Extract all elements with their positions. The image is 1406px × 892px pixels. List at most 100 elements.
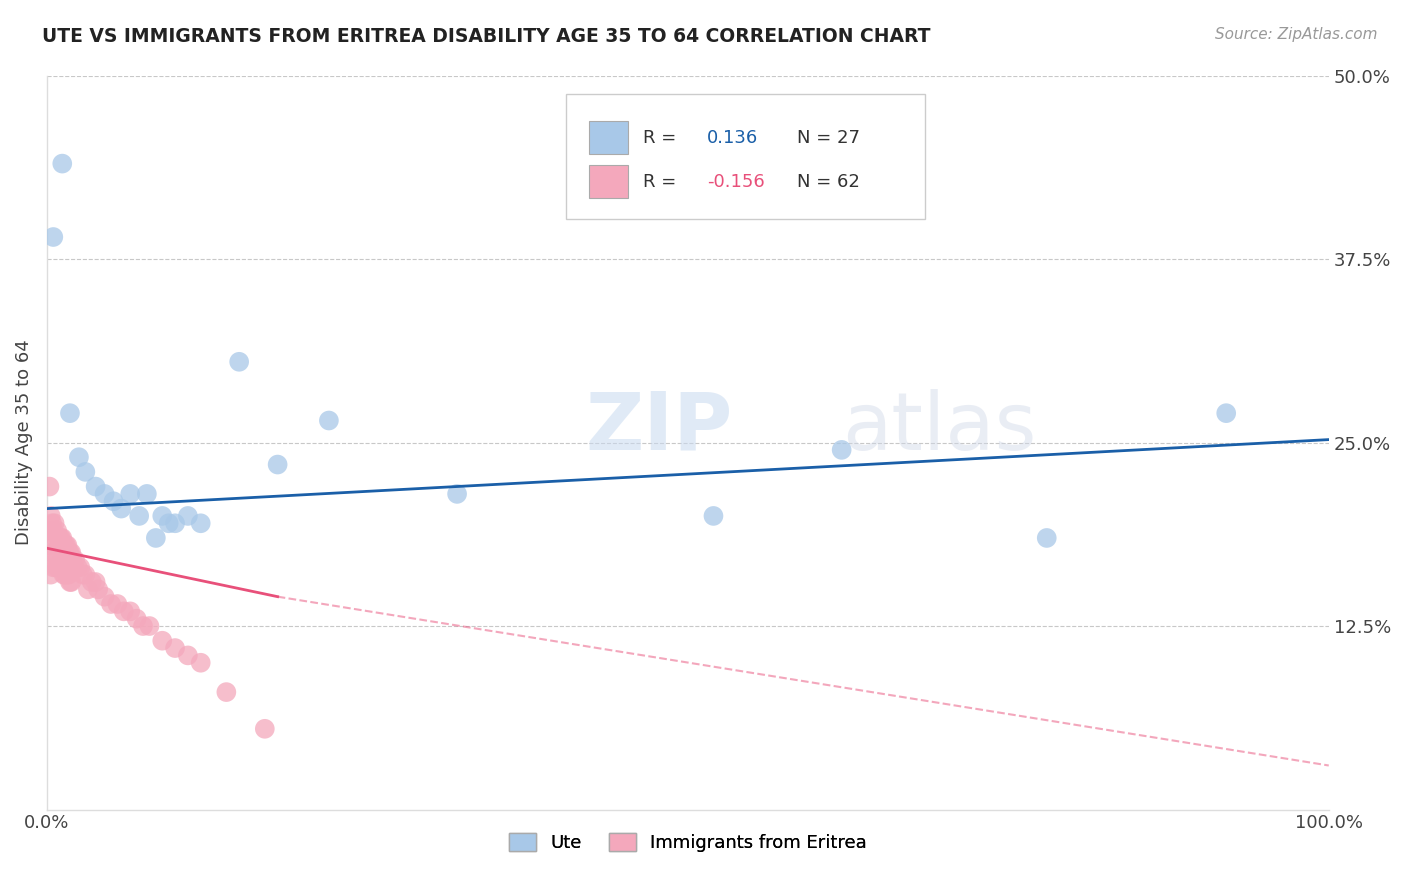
Point — [702, 508, 724, 523]
Point — [120, 487, 142, 501]
Point — [228, 355, 250, 369]
Point — [77, 582, 100, 597]
Text: N = 62: N = 62 — [797, 173, 859, 191]
Point — [41, 516, 63, 531]
Text: atlas: atlas — [842, 389, 1036, 467]
Point — [1035, 531, 1057, 545]
Point — [48, 560, 70, 574]
Point — [38, 538, 60, 552]
Point — [69, 560, 91, 574]
Point — [318, 413, 340, 427]
Point — [84, 574, 107, 589]
Point — [177, 648, 200, 663]
Text: Source: ZipAtlas.com: Source: ZipAtlas.com — [1215, 27, 1378, 42]
Point — [446, 487, 468, 501]
Point — [42, 560, 65, 574]
Point — [60, 574, 83, 589]
Text: R =: R = — [643, 129, 676, 147]
Point — [80, 574, 103, 589]
Point — [253, 722, 276, 736]
FancyBboxPatch shape — [567, 94, 925, 219]
Point — [215, 685, 238, 699]
Point — [100, 597, 122, 611]
Point — [190, 516, 212, 531]
Point — [58, 567, 80, 582]
Point — [190, 656, 212, 670]
Point — [59, 574, 82, 589]
Point — [165, 516, 187, 531]
Point — [59, 546, 82, 560]
Point — [177, 508, 200, 523]
Point — [55, 560, 77, 574]
Point — [48, 531, 70, 545]
Point — [51, 553, 73, 567]
Point — [165, 641, 187, 656]
Text: R =: R = — [643, 173, 676, 191]
Point — [49, 531, 72, 545]
Text: ZIP: ZIP — [585, 389, 733, 467]
Point — [56, 567, 79, 582]
Point — [58, 546, 80, 560]
Point — [38, 479, 60, 493]
Point — [150, 633, 173, 648]
Point — [125, 612, 148, 626]
Point — [53, 538, 76, 552]
Point — [138, 619, 160, 633]
Text: 0.136: 0.136 — [707, 129, 758, 147]
Point — [52, 567, 75, 582]
Point — [112, 604, 135, 618]
Point — [75, 465, 97, 479]
Point — [266, 458, 288, 472]
Point — [55, 538, 77, 552]
Text: -0.156: -0.156 — [707, 173, 765, 191]
Point — [62, 553, 84, 567]
Point — [41, 546, 63, 560]
Point — [75, 567, 97, 582]
Point — [66, 560, 89, 574]
Point — [39, 567, 62, 582]
Point — [72, 567, 94, 582]
Point — [52, 538, 75, 552]
Point — [87, 582, 110, 597]
Point — [132, 619, 155, 633]
Point — [128, 508, 150, 523]
Point — [120, 604, 142, 618]
Point — [44, 516, 66, 531]
Point — [1215, 406, 1237, 420]
Point — [44, 546, 66, 560]
Point — [49, 560, 72, 574]
Point — [45, 560, 67, 574]
Text: UTE VS IMMIGRANTS FROM ERITREA DISABILITY AGE 35 TO 64 CORRELATION CHART: UTE VS IMMIGRANTS FROM ERITREA DISABILIT… — [42, 27, 931, 45]
Point — [67, 450, 90, 465]
Point — [93, 590, 115, 604]
FancyBboxPatch shape — [589, 121, 627, 154]
Point — [84, 479, 107, 493]
Point — [60, 546, 83, 560]
Point — [59, 406, 82, 420]
Point — [42, 524, 65, 538]
Point — [46, 553, 69, 567]
Point — [105, 597, 128, 611]
Point — [110, 501, 132, 516]
Point — [51, 156, 73, 170]
Legend: Ute, Immigrants from Eritrea: Ute, Immigrants from Eritrea — [509, 832, 868, 852]
Point — [145, 531, 167, 545]
Point — [48, 560, 70, 574]
Point — [62, 560, 84, 574]
Point — [37, 524, 59, 538]
Point — [45, 531, 67, 545]
Point — [574, 112, 596, 127]
Point — [157, 516, 180, 531]
Point — [93, 487, 115, 501]
Point — [63, 553, 86, 567]
Point — [56, 538, 79, 552]
FancyBboxPatch shape — [589, 165, 627, 198]
Point — [53, 567, 76, 582]
Point — [831, 442, 853, 457]
Point — [42, 230, 65, 244]
Point — [103, 494, 125, 508]
Point — [39, 508, 62, 523]
Point — [48, 531, 70, 545]
Point — [46, 524, 69, 538]
Point — [150, 508, 173, 523]
